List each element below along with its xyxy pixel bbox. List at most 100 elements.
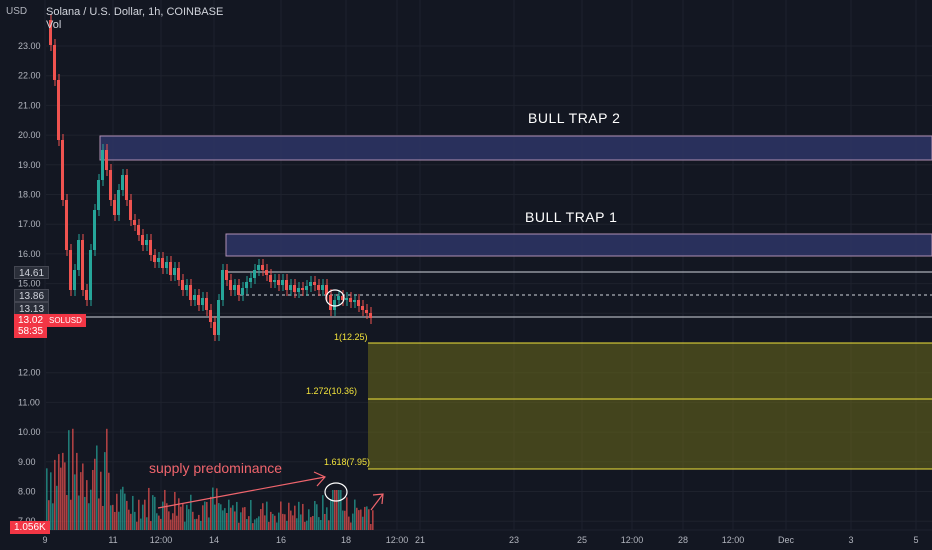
arrow-up-right-icon[interactable] [370,493,384,511]
volume-bar [130,513,132,530]
volume-bar [324,513,326,530]
fib-zone-upper[interactable] [368,343,932,399]
chart-title[interactable]: Solana / U.S. Dollar, 1h, COINBASE [46,6,224,18]
candle-body [69,250,72,290]
volume-bar [168,511,170,530]
volume-bar [200,520,202,530]
volume-bar [60,467,62,530]
candle-body [153,255,156,262]
supply-predominance-note[interactable]: supply predominance [149,460,283,476]
candle-body [369,313,372,318]
time-axis-label: 12:00 [621,535,644,545]
volume-bar [52,503,54,530]
volume-bar [322,495,324,530]
price-tag-14-61: 14.61 [14,266,50,279]
volume-bar [186,504,188,530]
volume-bar [78,495,80,530]
volume-bar [188,509,190,530]
candle-body [81,240,84,290]
volume-bar [122,486,124,530]
volume-bar [212,487,214,530]
price-axis-label: 22.00 [18,71,41,81]
volume-bar [294,505,296,530]
candle-body [145,240,148,245]
volume-bar [284,514,286,530]
volume-bar [308,509,310,530]
bull-trap-2-label[interactable]: BULL TRAP 2 [528,110,621,126]
volume-bar [302,503,304,530]
volume-bar [268,521,270,530]
price-axis-label: 16.00 [18,249,41,259]
volume-bar [320,520,322,530]
candle-body [141,235,144,245]
volume-bar [54,459,56,530]
candle-body [61,140,64,200]
volume-bar [332,490,334,530]
volume-bar [218,503,220,530]
candle-body [113,200,116,215]
candle-body [341,296,344,300]
candle-body [305,286,308,290]
volume-bar [106,428,108,530]
price-axis[interactable]: 23.00 22.00 21.00 20.00 19.00 18.00 17.00 16.00… [18,41,41,526]
volume-bar [248,516,250,530]
volume-bar [46,468,48,530]
volume-bar [238,522,240,530]
candle-body [173,268,176,275]
volume-bar [202,505,204,530]
volume-bar [66,495,68,530]
bull-trap-1-zone[interactable] [225,233,932,257]
time-axis[interactable]: 9 11 12:00 14 16 18 12:00 21 23 25 12:00 28 12:00 Dec… [42,535,918,545]
volume-bar [272,513,274,530]
candle-body [197,295,200,305]
candle-body [189,285,192,300]
volume-bar [132,495,134,530]
bull-trap-2-zone[interactable] [99,135,932,161]
volume-bar [370,523,372,530]
volume-bar [174,491,176,530]
bull-trap-1-label[interactable]: BULL TRAP 1 [525,209,618,225]
volume-bar [62,452,64,530]
volume-bar [260,509,262,530]
volume-bar [328,520,330,530]
fib-label-1618: 1.618(7.95) [324,457,371,467]
volume-bar [124,493,126,530]
volume-bar [354,499,356,530]
ellipse-marker-price[interactable] [325,289,345,307]
time-axis-label: 21 [415,535,425,545]
volume-bar [340,490,342,530]
arrow-up-right-icon[interactable] [157,471,326,509]
volume-indicator-label[interactable]: Vol [46,19,62,31]
candle-body [277,280,280,285]
volume-bar [256,518,258,530]
volume-bar [72,428,74,530]
volume-bars[interactable] [46,428,374,530]
volume-bar [312,515,314,530]
candle-body [353,300,356,302]
time-axis-label: 12:00 [150,535,173,545]
volume-bar [196,518,198,530]
candle-body [261,265,264,270]
volume-bar [276,522,278,530]
volume-bar [210,496,212,530]
time-axis-label: 18 [341,535,351,545]
volume-bar [104,452,106,530]
volume-bar [360,509,362,530]
candle-body [217,300,220,335]
volume-bar [326,507,328,530]
volume-bar [86,480,88,530]
ellipse-marker-volume[interactable] [324,482,348,502]
candle-body [161,258,164,268]
volume-bar [290,510,292,530]
candlestick-series[interactable] [49,14,372,341]
fib-zone-lower[interactable] [368,399,932,469]
price-axis-label: 23.00 [18,41,41,51]
volume-bar [84,496,86,530]
candle-body [229,280,232,290]
volume-bar [206,501,208,530]
candle-body [333,300,336,310]
candle-body [89,250,92,300]
volume-bar [282,513,284,530]
volume-bar [154,496,156,530]
